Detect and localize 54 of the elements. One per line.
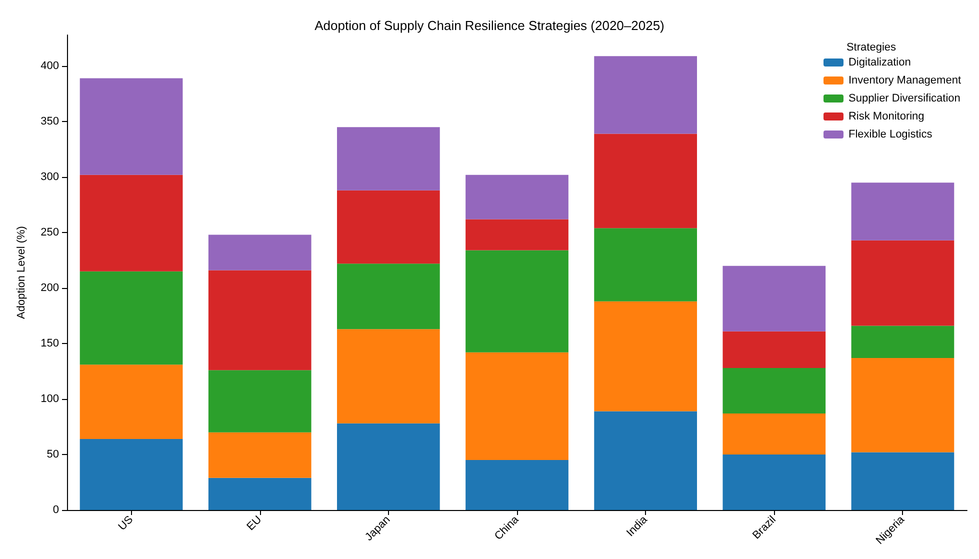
bar xyxy=(594,301,697,412)
bar xyxy=(594,411,697,510)
bar xyxy=(722,454,826,510)
bar xyxy=(466,219,568,250)
bar xyxy=(722,368,826,414)
y-tick-label: 350 xyxy=(40,116,59,128)
bar xyxy=(466,460,568,510)
bar xyxy=(851,358,954,452)
x-tick-label: US xyxy=(116,514,136,534)
bar xyxy=(208,432,312,478)
legend-label: Risk Monitoring xyxy=(848,110,924,122)
bar xyxy=(851,452,954,510)
y-tick-label: 150 xyxy=(40,338,59,350)
legend-label: Digitalization xyxy=(848,56,911,68)
bar xyxy=(337,264,440,330)
y-tick-label: 300 xyxy=(40,171,59,184)
bar xyxy=(594,56,697,134)
bar xyxy=(466,250,568,352)
bar xyxy=(208,234,312,270)
y-tick-label: 400 xyxy=(40,60,59,72)
bar xyxy=(337,329,440,424)
chart-title: Adoption of Supply Chain Resilience Strategies (2020–2025) xyxy=(314,18,664,33)
legend-label: Flexible Logistics xyxy=(848,128,933,140)
y-tick-label: 100 xyxy=(40,393,59,406)
legend-label: Inventory Management xyxy=(848,74,962,86)
y-tick-label: 0 xyxy=(52,504,59,516)
bar xyxy=(337,127,440,190)
bar xyxy=(337,190,440,264)
bar xyxy=(80,364,183,439)
bar xyxy=(208,478,312,510)
bar xyxy=(722,413,826,455)
bar xyxy=(80,438,183,510)
bar xyxy=(80,78,183,175)
bar xyxy=(722,266,826,332)
bar xyxy=(594,134,697,228)
bar xyxy=(337,423,440,510)
x-tick-label: EU xyxy=(244,514,264,534)
bar xyxy=(208,270,312,370)
y-tick-label: 200 xyxy=(40,282,59,294)
y-tick-label: 250 xyxy=(40,226,59,239)
bar xyxy=(80,271,183,365)
y-tick-label: 50 xyxy=(46,448,59,461)
bar xyxy=(80,174,183,272)
bar xyxy=(466,352,568,460)
bar xyxy=(208,370,312,432)
bar xyxy=(851,240,954,326)
bar xyxy=(722,331,826,368)
bar xyxy=(851,326,954,358)
bar xyxy=(594,228,697,302)
y-axis-title: Adoption Level (%) xyxy=(16,226,28,319)
legend-label: Supplier Diversification xyxy=(848,92,960,104)
bar xyxy=(466,174,568,220)
legend-title: Strategies xyxy=(846,42,896,54)
bar xyxy=(851,182,954,240)
